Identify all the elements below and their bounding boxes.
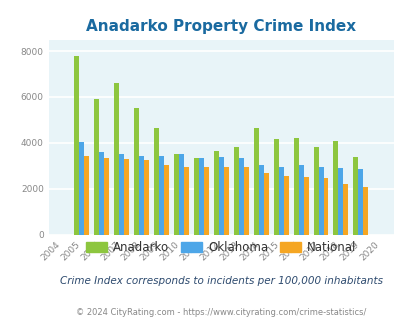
Bar [333,141,338,235]
Text: Crime Index corresponds to incidents per 100,000 inhabitants: Crime Index corresponds to incidents per… [60,276,382,286]
Bar [193,158,198,235]
Title: Anadarko Property Crime Index: Anadarko Property Crime Index [86,19,356,34]
Bar [253,128,258,235]
Bar [119,154,124,235]
Text: © 2024 CityRating.com - https://www.cityrating.com/crime-statistics/: © 2024 CityRating.com - https://www.city… [76,308,366,317]
Bar [144,160,149,235]
Bar [74,56,79,235]
Bar [323,179,328,235]
Bar [198,158,203,235]
Bar [243,167,248,235]
Bar [218,157,223,235]
Bar [104,158,109,235]
Bar [293,138,298,235]
Bar [263,173,268,235]
Bar [303,177,308,235]
Bar [273,140,278,235]
Bar [213,151,218,235]
Bar [283,176,288,235]
Bar [158,155,164,235]
Bar [313,148,318,235]
Bar [278,167,283,235]
Bar [114,83,119,235]
Bar [318,167,323,235]
Bar [153,128,158,235]
Bar [173,154,179,235]
Bar [238,158,243,235]
Bar [258,165,263,235]
Bar [343,184,347,235]
Bar [223,167,228,235]
Bar [338,168,343,235]
Bar [179,154,183,235]
Bar [358,169,362,235]
Bar [139,155,144,235]
Bar [99,152,104,235]
Bar [134,109,139,235]
Bar [298,165,303,235]
Bar [79,142,84,235]
Bar [183,167,188,235]
Bar [362,186,367,235]
Legend: Anadarko, Oklahoma, National: Anadarko, Oklahoma, National [81,236,360,259]
Bar [203,167,208,235]
Bar [84,155,89,235]
Bar [164,165,168,235]
Bar [94,99,99,235]
Bar [233,148,238,235]
Bar [124,159,129,235]
Bar [353,157,358,235]
